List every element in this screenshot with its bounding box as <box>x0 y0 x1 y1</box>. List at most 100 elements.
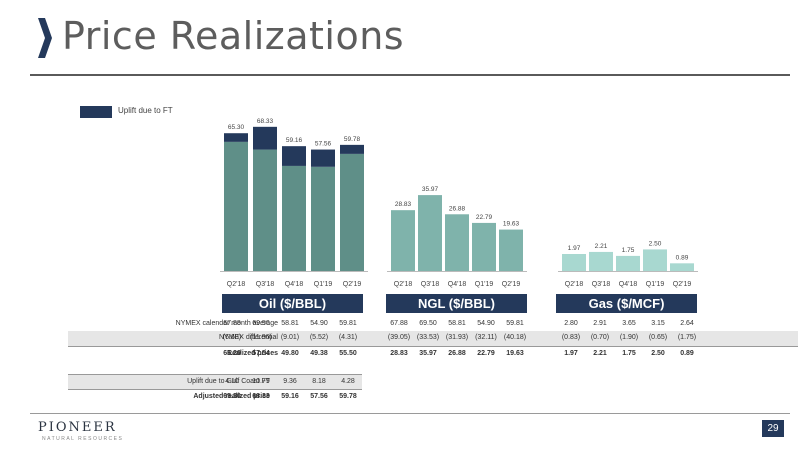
table-cell: (11.96) <box>250 334 272 341</box>
table-cell: 35.97 <box>419 350 437 357</box>
table-cell: 19.63 <box>506 350 524 357</box>
row-label: Uplift due to Gulf Coast FT <box>187 378 270 385</box>
table-cell: (0.70) <box>590 334 610 341</box>
x-tick-label-gas-0: Q2'18 <box>565 281 584 288</box>
table-cell: 49.38 <box>310 350 328 357</box>
bar-gas-0 <box>562 254 586 271</box>
segment-header-oil: Oil ($/BBL) <box>222 294 363 313</box>
x-tick-label-oil-4: Q2'19 <box>343 281 362 288</box>
bar-ngl-4 <box>499 229 523 271</box>
bar-total-label-oil-0: 65.30 <box>228 124 245 131</box>
x-tick-label-ngl-2: Q4'18 <box>448 281 467 288</box>
x-tick-label-gas-2: Q4'18 <box>619 281 638 288</box>
bar-value-label-gas-1: 2.21 <box>595 243 608 250</box>
bar-gas-3 <box>643 249 667 271</box>
x-tick-label-oil-3: Q1'19 <box>314 281 333 288</box>
footer-divider <box>30 413 790 414</box>
bar-value-label-ngl-3: 22.79 <box>476 214 493 221</box>
table-cell: 58.81 <box>448 320 466 327</box>
table-cell: 0.89 <box>680 350 694 357</box>
bar-realized-oil-1 <box>253 149 277 271</box>
table-cell: 54.90 <box>477 320 495 327</box>
table-cell: (32.11) <box>475 334 497 341</box>
table-cell: 2.64 <box>680 320 694 327</box>
table-cell: 61.20 <box>223 350 241 357</box>
bar-ngl-3 <box>472 222 496 271</box>
segment-header-ngl: NGL ($/BBL) <box>386 294 527 313</box>
table-cell: 67.88 <box>390 320 408 327</box>
row-label: NYMEX calendar month average <box>175 320 278 327</box>
bar-ngl-2 <box>445 214 469 271</box>
bar-value-label-gas-0: 1.97 <box>568 245 581 252</box>
x-tick-label-gas-1: Q3'18 <box>592 281 611 288</box>
table-cell: 59.81 <box>506 320 524 327</box>
table-cell: (5.52) <box>309 334 329 341</box>
table-cell: 58.81 <box>281 320 299 327</box>
table-cell: 9.36 <box>283 378 297 385</box>
table-cell: 2.21 <box>593 350 607 357</box>
table-cell: (0.65) <box>648 334 668 341</box>
bar-realized-oil-4 <box>340 153 364 271</box>
bar-value-label-gas-4: 0.89 <box>676 254 689 261</box>
table-cell: 49.80 <box>281 350 299 357</box>
table-cell: 10.79 <box>252 378 270 385</box>
bar-ngl-0 <box>391 210 415 271</box>
table-cell: 2.80 <box>564 320 578 327</box>
bar-total-label-oil-1: 68.33 <box>257 118 274 125</box>
bar-uplift-oil-4 <box>340 144 364 154</box>
bar-gas-2 <box>616 255 640 271</box>
bar-total-label-oil-3: 57.56 <box>315 141 332 148</box>
table-cell: 59.78 <box>339 393 357 400</box>
table-cell: 3.65 <box>622 320 636 327</box>
x-tick-label-gas-4: Q2'19 <box>673 281 692 288</box>
page-number: 29 <box>762 420 784 437</box>
table-cell: 67.88 <box>223 320 241 327</box>
company-logo-subtitle: NATURAL RESOURCES <box>42 436 124 442</box>
table-cell: (33.53) <box>416 334 440 341</box>
bar-uplift-oil-1 <box>253 126 277 150</box>
x-tick-label-ngl-1: Q3'18 <box>421 281 440 288</box>
bar-value-label-gas-3: 2.50 <box>649 240 662 247</box>
table-cell: 55.50 <box>339 350 357 357</box>
page-title: Price Realizations <box>62 14 405 58</box>
table-row: Adjusted realized price 65.30 68.33 59.16 57… <box>68 389 362 405</box>
x-tick-label-ngl-3: Q1'19 <box>475 281 494 288</box>
table-cell: (4.31) <box>338 334 358 341</box>
bar-total-label-oil-2: 59.16 <box>286 137 303 144</box>
table-cell: 2.91 <box>593 320 607 327</box>
table-row: Uplift due to Gulf Coast FT 4.10 10.79 9.36… <box>68 374 362 390</box>
table-cell: (6.68) <box>222 334 242 341</box>
company-logo: PIONEER <box>38 420 117 435</box>
row-label: Adjusted realized price <box>193 393 270 400</box>
table-cell: 22.79 <box>477 350 495 357</box>
table-cell: 69.50 <box>252 320 270 327</box>
table-cell: 69.50 <box>419 320 437 327</box>
bar-value-label-gas-2: 1.75 <box>622 247 635 254</box>
bar-realized-oil-3 <box>311 166 335 271</box>
bar-value-label-ngl-0: 28.83 <box>395 201 412 208</box>
table-cell: 54.90 <box>310 320 328 327</box>
bar-value-label-ngl-4: 19.63 <box>503 221 520 228</box>
table-cell: 59.81 <box>339 320 357 327</box>
table-cell: 28.83 <box>390 350 408 357</box>
table-row: NYMEX calendar month average 67.88 69.50 58… <box>68 317 798 332</box>
legend-swatch-uplift <box>80 106 112 118</box>
x-tick-label-ngl-4: Q2'19 <box>502 281 521 288</box>
table-cell: 26.88 <box>448 350 466 357</box>
table-cell: 68.33 <box>252 393 270 400</box>
table-cell: 4.10 <box>225 378 239 385</box>
bar-gas-1 <box>589 251 613 271</box>
table-cell: 2.50 <box>651 350 665 357</box>
row-label: NYMEX differential <box>218 334 278 341</box>
table-cell: 65.30 <box>223 393 241 400</box>
table-cell: (0.83) <box>561 334 581 341</box>
bar-uplift-oil-0 <box>224 133 248 142</box>
price-bar-charts: 65.30 Q2'18 68.33 Q3'18 59.16 Q4'18 57.56 Q1'19… <box>220 118 698 288</box>
title-divider <box>30 74 790 76</box>
x-tick-label-gas-3: Q1'19 <box>646 281 665 288</box>
table-cell: 3.15 <box>651 320 665 327</box>
bar-realized-oil-0 <box>224 141 248 271</box>
bar-ngl-1 <box>418 195 442 271</box>
x-tick-label-ngl-0: Q2'18 <box>394 281 413 288</box>
table-cell: 57.56 <box>310 393 328 400</box>
